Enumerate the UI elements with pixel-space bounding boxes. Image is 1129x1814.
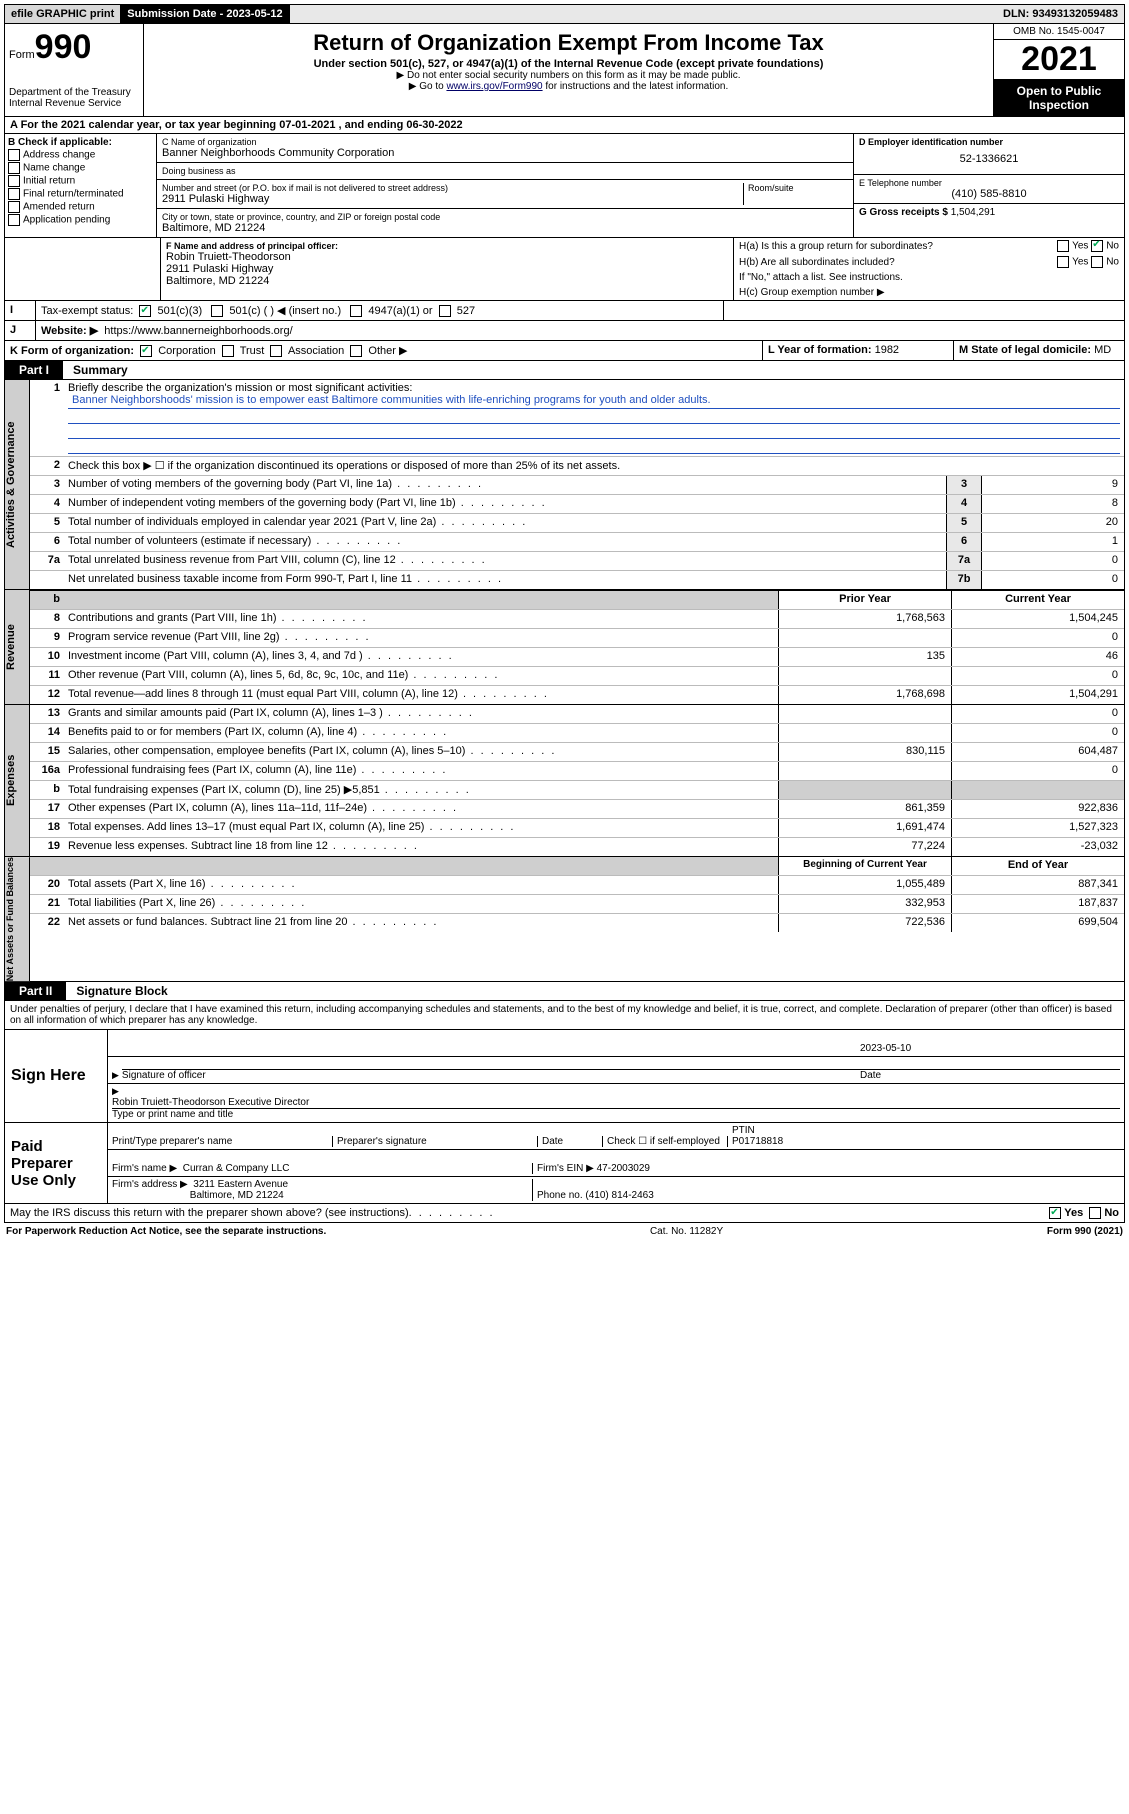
line-14: 14 Benefits paid to or for members (Part… — [30, 723, 1124, 742]
line-17: 17 Other expenses (Part IX, column (A), … — [30, 799, 1124, 818]
officer-name: Robin Truiett-Theodorson Executive Direc… — [112, 1097, 309, 1108]
perjury-text: Under penalties of perjury, I declare th… — [4, 1001, 1125, 1030]
line-19: 19 Revenue less expenses. Subtract line … — [30, 837, 1124, 856]
section-expenses: Expenses 13 Grants and similar amounts p… — [4, 705, 1125, 857]
sign-here-block: Sign Here 2023-05-10 Signature of office… — [4, 1030, 1125, 1123]
line-12: 12 Total revenue—add lines 8 through 11 … — [30, 685, 1124, 704]
ck-address-change[interactable] — [8, 149, 20, 161]
discuss-no[interactable] — [1089, 1207, 1101, 1219]
hb-yes[interactable] — [1057, 256, 1069, 268]
discuss-yes[interactable] — [1049, 1207, 1061, 1219]
line-20: 20 Total assets (Part X, line 16) 1,055,… — [30, 875, 1124, 894]
line-18: 18 Total expenses. Add lines 13–17 (must… — [30, 818, 1124, 837]
c-dba: Doing business as — [157, 163, 853, 180]
website-link[interactable]: https://www.bannerneighborhoods.org/ — [104, 325, 292, 337]
ck-name-change[interactable] — [8, 162, 20, 174]
ck-final-return[interactable] — [8, 188, 20, 200]
hb-no[interactable] — [1091, 256, 1103, 268]
officer-name-lbl: Type or print name and title — [112, 1108, 1120, 1120]
ha-yes[interactable] — [1057, 240, 1069, 252]
mission-text: Banner Neighborshoods' mission is to emp… — [68, 394, 1120, 409]
section-activities-governance: Activities & Governance 1 Briefly descri… — [4, 380, 1125, 590]
ck-initial-return[interactable] — [8, 175, 20, 187]
line-b: b Total fundraising expenses (Part IX, c… — [30, 780, 1124, 799]
line-11: 11 Other revenue (Part VIII, column (A),… — [30, 666, 1124, 685]
section-revenue: Revenue b Prior Year Current Year 8 Cont… — [4, 590, 1125, 705]
line-16a: 16a Professional fundraising fees (Part … — [30, 761, 1124, 780]
irs-discuss-row: May the IRS discuss this return with the… — [4, 1204, 1125, 1223]
ha-no[interactable] — [1091, 240, 1103, 252]
k-corp[interactable] — [140, 345, 152, 357]
line-9: 9 Program service revenue (Part VIII, li… — [30, 628, 1124, 647]
top-bar: efile GRAPHIC print Submission Date - 20… — [4, 4, 1125, 24]
i-527[interactable] — [439, 305, 451, 317]
k-other[interactable] — [350, 345, 362, 357]
ck-amended[interactable] — [8, 201, 20, 213]
summary-line-7b: Net unrelated business taxable income fr… — [30, 570, 1124, 589]
row-KLM: K Form of organization: Corporation Trus… — [4, 341, 1125, 361]
omb-no: OMB No. 1545-0047 — [994, 24, 1124, 40]
form-number: Form990 — [9, 28, 139, 67]
sig-officer-lbl: Signature of officer — [122, 1069, 860, 1081]
d-ein: D Employer identification number 52-1336… — [854, 134, 1124, 175]
summary-line-6: 6 Total number of volunteers (estimate i… — [30, 532, 1124, 551]
row-F-H: F Name and address of principal officer:… — [4, 238, 1125, 301]
tax-year: 2021 — [994, 40, 1124, 80]
sig-date-lbl: Date — [860, 1069, 1120, 1081]
row-J-website: J Website: ▶ https://www.bannerneighborh… — [4, 321, 1125, 341]
summary-line-5: 5 Total number of individuals employed i… — [30, 513, 1124, 532]
line-22: 22 Net assets or fund balances. Subtract… — [30, 913, 1124, 932]
row-I-taxexempt: I Tax-exempt status: 501(c)(3) 501(c) ( … — [4, 301, 1125, 321]
efile-btn[interactable]: efile GRAPHIC print — [5, 5, 121, 23]
submission-date: Submission Date - 2023-05-12 — [121, 5, 289, 23]
e-phone: E Telephone number (410) 585-8810 — [854, 175, 1124, 204]
ck-app-pending[interactable] — [8, 214, 20, 226]
instr-link: ▶ Go to www.irs.gov/Form990 for instruct… — [152, 81, 985, 92]
g-gross: G Gross receipts $ 1,504,291 — [854, 204, 1124, 221]
line-10: 10 Investment income (Part VIII, column … — [30, 647, 1124, 666]
i-501c3[interactable] — [139, 305, 151, 317]
h-b2: If "No," attach a list. See instructions… — [734, 270, 1124, 285]
instr-ssn: ▶ Do not enter social security numbers o… — [152, 70, 985, 81]
part1-header: Part I Summary — [4, 361, 1125, 380]
line-8: 8 Contributions and grants (Part VIII, l… — [30, 609, 1124, 628]
line-21: 21 Total liabilities (Part X, line 26) 3… — [30, 894, 1124, 913]
part2-header: Part II Signature Block — [4, 982, 1125, 1001]
subtitle-1: Under section 501(c), 527, or 4947(a)(1)… — [152, 58, 985, 70]
sign-date: 2023-05-10 — [860, 1043, 1120, 1054]
i-4947[interactable] — [350, 305, 362, 317]
summary-line-3: 3 Number of voting members of the govern… — [30, 475, 1124, 494]
k-assoc[interactable] — [270, 345, 282, 357]
c-street: Number and street (or P.O. box if mail i… — [157, 180, 853, 209]
irs-link[interactable]: www.irs.gov/Form990 — [446, 81, 542, 92]
form-header: Form990 Department of the Treasury Inter… — [4, 24, 1125, 117]
section-net-assets: Net Assets or Fund Balances Beginning of… — [4, 857, 1125, 982]
h-a: H(a) Is this a group return for subordin… — [734, 238, 1124, 254]
dln: DLN: 93493132059483 — [997, 5, 1124, 23]
paid-preparer-block: Paid Preparer Use Only Print/Type prepar… — [4, 1123, 1125, 1204]
f-officer: F Name and address of principal officer:… — [161, 238, 734, 300]
k-trust[interactable] — [222, 345, 234, 357]
h-b: H(b) Are all subordinates included? Yes … — [734, 254, 1124, 270]
line-A-taxyear: A For the 2021 calendar year, or tax yea… — [4, 117, 1125, 134]
summary-line-7a: 7a Total unrelated business revenue from… — [30, 551, 1124, 570]
header-block-BCDEG: B Check if applicable: Address change Na… — [4, 134, 1125, 238]
col-B-checkboxes: B Check if applicable: Address change Na… — [5, 134, 157, 237]
line-13: 13 Grants and similar amounts paid (Part… — [30, 705, 1124, 723]
dept-treasury: Department of the Treasury Internal Reve… — [9, 87, 139, 109]
h-c: H(c) Group exemption number ▶ — [734, 285, 1124, 300]
page-footer: For Paperwork Reduction Act Notice, see … — [4, 1223, 1125, 1240]
c-name: C Name of organization Banner Neighborho… — [157, 134, 853, 163]
line-15: 15 Salaries, other compensation, employe… — [30, 742, 1124, 761]
open-public: Open to Public Inspection — [994, 80, 1124, 116]
form-title: Return of Organization Exempt From Incom… — [152, 30, 985, 56]
summary-line-4: 4 Number of independent voting members o… — [30, 494, 1124, 513]
c-city: City or town, state or province, country… — [157, 209, 853, 237]
i-501c[interactable] — [211, 305, 223, 317]
